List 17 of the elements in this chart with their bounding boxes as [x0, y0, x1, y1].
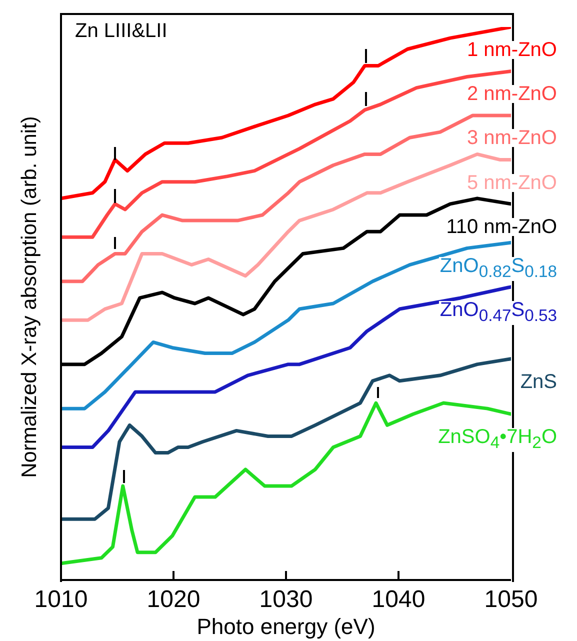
y-axis-title: Normalized X-ray absorption (arb. unit) — [18, 116, 42, 478]
x-tick-label: 1030 — [259, 586, 313, 613]
x-tick-label: 1050 — [484, 586, 538, 613]
chart-title: Zn LIII&LII — [75, 20, 168, 43]
series-label: ZnO$_{0.82}$S$_{0.18}$ — [438, 254, 558, 281]
x-axis-title: Photo energy (eV) — [196, 614, 376, 640]
series-label: 2 nm-ZnO — [466, 83, 558, 106]
x-tick-label: 1020 — [146, 586, 200, 613]
series-label: 5 nm-ZnO — [466, 172, 558, 194]
series-label: ZnO$_{0.47}$S$_{0.53}$ — [438, 298, 558, 325]
series-label: 3 nm-ZnO — [466, 127, 558, 150]
x-tick-label: 1010 — [34, 586, 88, 613]
x-tick-label: 1040 — [372, 586, 426, 613]
series-label: ZnSO$_{4}$•7H$_{2}$O — [437, 426, 558, 452]
series-label: 110 nm-ZnO — [445, 216, 558, 238]
series-label: ZnS — [519, 370, 558, 393]
series-label: 1 nm-ZnO — [466, 39, 558, 61]
